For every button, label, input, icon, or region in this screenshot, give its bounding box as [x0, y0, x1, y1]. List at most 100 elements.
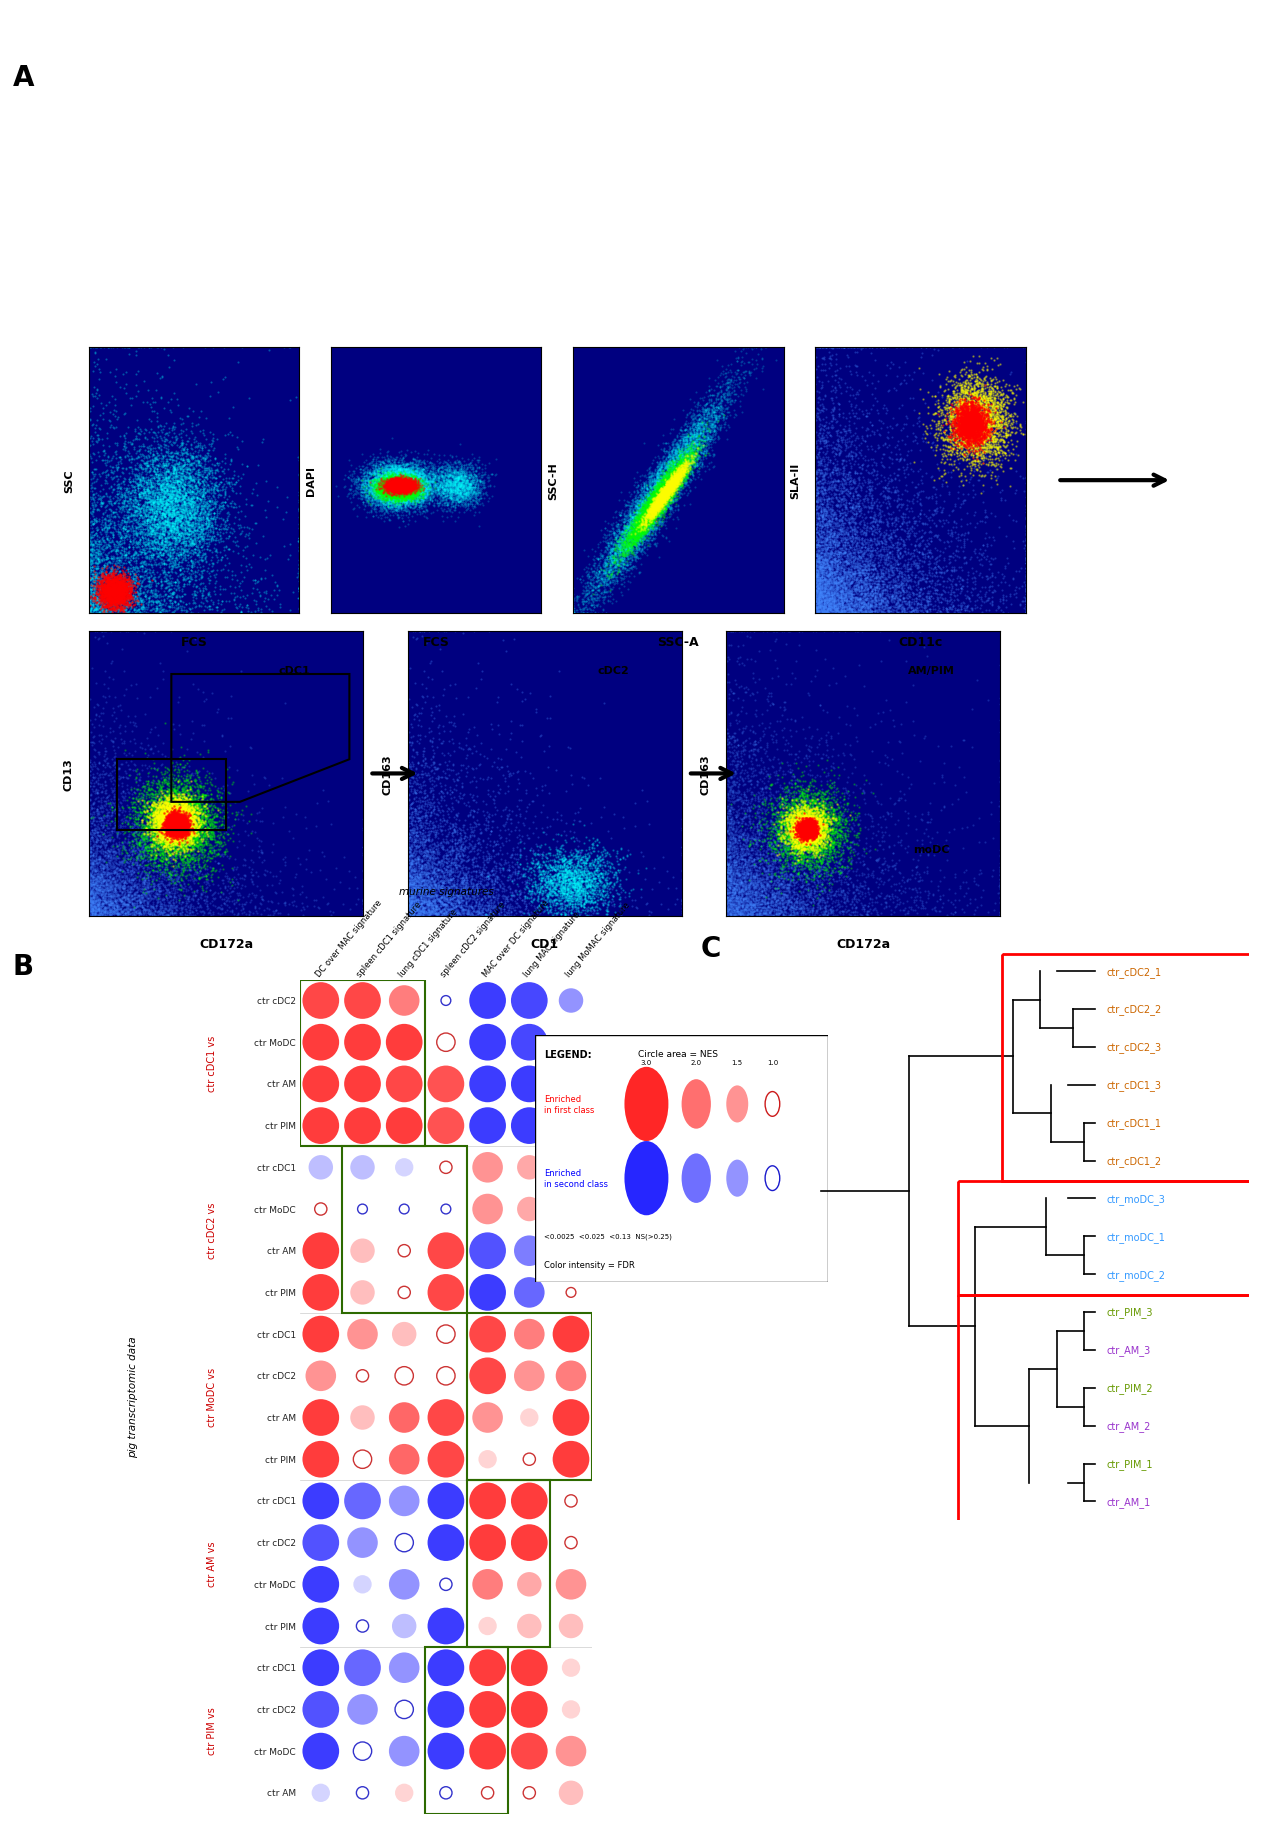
Point — [389, 476, 409, 506]
Point — [720, 861, 740, 890]
Point — [164, 810, 185, 839]
Point — [203, 476, 223, 506]
Point — [619, 511, 640, 540]
Point — [810, 841, 831, 870]
Point — [743, 883, 763, 912]
Point — [624, 507, 645, 537]
Point — [390, 478, 410, 507]
Point — [164, 784, 185, 813]
Point — [659, 491, 679, 520]
Point — [648, 460, 669, 489]
Point — [648, 489, 669, 518]
Point — [796, 804, 817, 834]
Point — [134, 887, 154, 916]
Point — [392, 471, 413, 500]
Point — [385, 471, 405, 500]
Point — [420, 868, 441, 898]
Point — [949, 462, 970, 491]
Point — [443, 482, 464, 511]
Point — [383, 473, 404, 502]
Point — [674, 420, 694, 449]
Point — [363, 465, 383, 495]
Point — [762, 881, 782, 911]
Point — [183, 493, 204, 522]
Point — [175, 824, 195, 854]
Point — [369, 462, 390, 491]
Point — [397, 484, 418, 513]
Point — [394, 465, 414, 495]
Point — [157, 507, 177, 537]
Point — [655, 487, 675, 517]
Point — [169, 812, 190, 841]
Point — [397, 801, 418, 830]
Point — [873, 698, 893, 727]
Point — [408, 487, 428, 517]
Point — [824, 584, 845, 614]
Point — [642, 473, 662, 502]
Point — [168, 797, 189, 826]
Point — [826, 581, 846, 610]
Point — [664, 451, 684, 480]
Point — [738, 874, 758, 903]
Point — [627, 537, 647, 566]
Point — [169, 586, 190, 616]
Point — [163, 799, 183, 828]
Point — [124, 890, 144, 920]
Point — [944, 407, 964, 436]
Point — [493, 856, 513, 885]
Point — [396, 480, 417, 509]
Point — [158, 799, 178, 828]
Point — [192, 742, 213, 771]
Point — [141, 570, 162, 599]
Point — [808, 826, 828, 856]
Point — [389, 463, 409, 493]
Point — [85, 892, 106, 921]
Point — [381, 465, 401, 495]
Point — [651, 482, 671, 511]
Point — [172, 826, 192, 856]
Point — [148, 806, 168, 835]
Point — [385, 473, 405, 502]
Point — [740, 881, 761, 911]
Point — [798, 813, 818, 843]
Point — [567, 583, 587, 612]
Point — [401, 482, 422, 511]
Point — [162, 817, 182, 846]
Point — [643, 493, 664, 522]
Point — [633, 500, 654, 529]
Point — [934, 425, 954, 454]
Point — [662, 473, 683, 502]
Point — [810, 553, 831, 583]
Point — [417, 876, 437, 905]
Point — [103, 837, 124, 867]
Point — [654, 482, 674, 511]
Point — [169, 507, 190, 537]
Point — [112, 815, 132, 845]
Point — [366, 485, 386, 515]
Point — [149, 817, 169, 846]
Point — [181, 487, 201, 517]
Point — [827, 566, 847, 595]
Point — [655, 480, 675, 509]
Point — [842, 517, 862, 546]
Point — [97, 573, 117, 603]
Point — [357, 474, 377, 504]
Point — [367, 471, 387, 500]
Point — [912, 584, 933, 614]
Point — [399, 476, 419, 506]
Point — [719, 878, 739, 907]
Point — [126, 583, 147, 612]
Point — [633, 484, 654, 513]
Point — [155, 901, 176, 931]
Point — [353, 804, 373, 834]
Point — [173, 484, 194, 513]
Point — [177, 806, 197, 835]
Point — [834, 586, 855, 616]
Point — [645, 484, 665, 513]
Point — [148, 793, 168, 823]
Point — [381, 473, 401, 502]
Point — [636, 504, 656, 533]
Point — [172, 813, 192, 843]
Point — [173, 495, 194, 524]
Point — [464, 813, 484, 843]
